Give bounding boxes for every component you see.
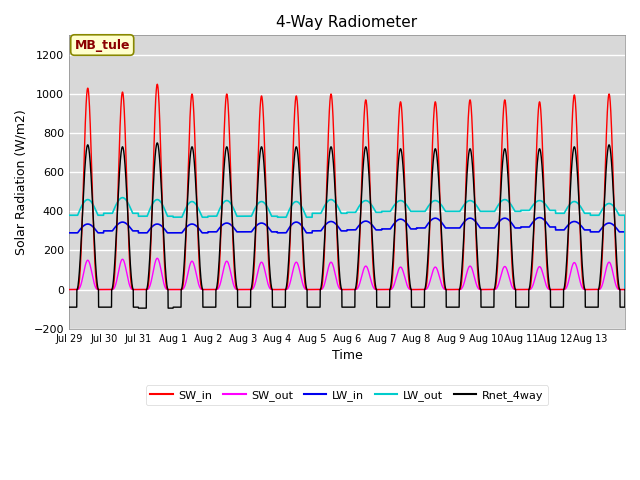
SW_in [500, 97, 508, 103]
SW_in [65, 287, 73, 292]
Rnet_4way [134, 305, 142, 311]
SW_out [476, 287, 484, 292]
Text: MB_tule: MB_tule [74, 38, 130, 51]
LW_out [621, 287, 629, 292]
Rnet_4way [436, 202, 444, 208]
SW_in [425, 250, 433, 255]
Legend: SW_in, SW_out, LW_in, LW_out, Rnet_4way: SW_in, SW_out, LW_in, LW_out, Rnet_4way [146, 385, 548, 405]
LW_in [161, 227, 168, 232]
Rnet_4way [65, 304, 73, 310]
LW_out [161, 207, 169, 213]
Line: LW_out: LW_out [69, 198, 625, 289]
LW_in [436, 217, 444, 223]
LW_out [492, 205, 500, 211]
LW_out [118, 195, 126, 201]
LW_out [436, 200, 444, 206]
SW_in [154, 81, 161, 87]
LW_out [500, 197, 508, 203]
LW_in [425, 220, 433, 226]
Rnet_4way [476, 285, 484, 291]
Line: SW_in: SW_in [69, 84, 625, 289]
LW_in [500, 216, 508, 221]
SW_in [161, 267, 169, 273]
Line: Rnet_4way: Rnet_4way [69, 143, 625, 308]
LW_in [621, 287, 629, 292]
SW_out [425, 282, 433, 288]
Line: LW_in: LW_in [69, 217, 625, 289]
SW_out [154, 255, 161, 261]
Rnet_4way [493, 270, 500, 276]
LW_out [65, 212, 73, 218]
Rnet_4way [500, 146, 508, 152]
Rnet_4way [621, 287, 629, 292]
SW_out [621, 287, 629, 292]
SW_in [436, 195, 444, 201]
SW_out [500, 264, 508, 269]
Line: SW_out: SW_out [69, 258, 625, 289]
Y-axis label: Solar Radiation (W/m2): Solar Radiation (W/m2) [15, 109, 28, 255]
SW_in [492, 280, 500, 286]
LW_in [492, 223, 500, 228]
Title: 4-Way Radiometer: 4-Way Radiometer [276, 15, 417, 30]
SW_in [476, 286, 484, 292]
Rnet_4way [161, 258, 169, 264]
SW_in [621, 287, 629, 292]
LW_in [536, 215, 543, 220]
SW_out [65, 287, 73, 292]
LW_in [65, 230, 73, 236]
Rnet_4way [425, 236, 433, 242]
SW_out [161, 284, 169, 289]
LW_in [476, 225, 484, 230]
LW_out [476, 208, 484, 214]
LW_out [425, 203, 433, 209]
Rnet_4way [154, 140, 161, 146]
SW_out [492, 286, 500, 292]
SW_out [436, 276, 444, 281]
X-axis label: Time: Time [332, 349, 362, 362]
